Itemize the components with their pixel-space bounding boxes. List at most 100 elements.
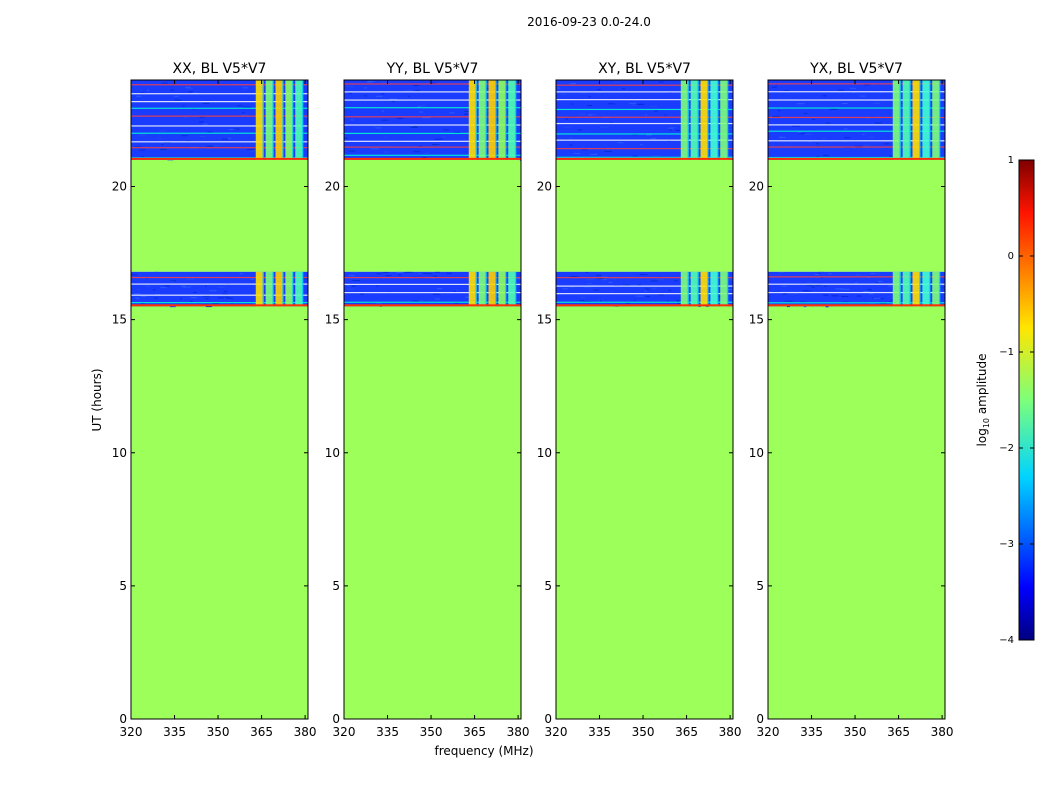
- noise-pixel: [650, 138, 657, 140]
- noise-pixel: [812, 119, 816, 121]
- noise-pixel: [487, 294, 490, 296]
- noise-pixel: [803, 275, 808, 277]
- x-tick-label: 320: [333, 725, 356, 739]
- rfi-edge: [292, 80, 294, 160]
- noise-pixel: [182, 105, 185, 107]
- noise-pixel: [364, 87, 367, 89]
- rfi-stripe: [556, 91, 733, 93]
- noise-pixel: [348, 275, 355, 277]
- colorbar-gradient: [1018, 159, 1035, 641]
- noise-pixel: [453, 290, 457, 292]
- noise-pixel: [366, 81, 372, 83]
- noise-pixel: [439, 143, 447, 145]
- region-flagged: [131, 306, 308, 719]
- noise-pixel: [237, 105, 243, 107]
- rfi-stripe: [556, 285, 733, 287]
- noise-pixel: [205, 306, 212, 308]
- rfi-stripe: [768, 291, 945, 294]
- rfi-block: [285, 80, 294, 160]
- flag-boundary: [556, 304, 733, 307]
- noise-pixel: [396, 271, 404, 273]
- x-tick-label: 365: [675, 725, 698, 739]
- rfi-block: [902, 271, 911, 307]
- noise-pixel: [485, 98, 490, 100]
- rfi-edge: [938, 271, 941, 307]
- colorbar-label: log10 amplitude: [975, 354, 991, 447]
- rfi-block: [468, 271, 477, 307]
- noise-pixel: [449, 112, 455, 114]
- noise-pixel: [825, 122, 831, 124]
- rfi-block: [275, 80, 284, 160]
- noise-pixel: [216, 290, 225, 292]
- noise-pixel: [233, 128, 240, 130]
- noise-pixel: [133, 293, 141, 295]
- noise-pixel: [428, 273, 433, 275]
- colorbar-tick-label: −3: [999, 539, 1014, 550]
- noise-pixel: [868, 293, 874, 295]
- noise-pixel: [569, 137, 573, 139]
- x-tick-label: 350: [420, 725, 443, 739]
- rfi-block: [255, 80, 264, 160]
- noise-pixel: [581, 149, 588, 151]
- noise-pixel: [622, 284, 631, 286]
- noise-pixel: [585, 271, 589, 273]
- noise-pixel: [844, 137, 851, 139]
- noise-pixel: [222, 138, 228, 140]
- noise-pixel: [422, 117, 431, 119]
- rfi-block: [488, 271, 497, 307]
- noise-pixel: [844, 282, 847, 284]
- rfi-edge: [495, 271, 497, 307]
- noise-pixel: [387, 303, 393, 305]
- y-tick-label: 20: [749, 180, 764, 194]
- rfi-block: [912, 80, 921, 160]
- noise-pixel: [455, 289, 459, 291]
- noise-pixel: [516, 101, 521, 103]
- noise-pixel: [938, 120, 944, 122]
- noise-pixel: [777, 126, 781, 128]
- noise-pixel: [626, 302, 631, 304]
- rfi-stripe: [768, 83, 945, 85]
- rfi-block: [255, 271, 264, 307]
- noise-pixel: [621, 88, 626, 90]
- noise-pixel: [147, 286, 151, 288]
- noise-pixel: [170, 89, 175, 91]
- noise-pixel: [806, 284, 814, 286]
- noise-pixel: [822, 95, 827, 97]
- noise-pixel: [599, 300, 602, 302]
- noise-pixel: [380, 81, 387, 83]
- noise-pixel: [832, 108, 839, 110]
- noise-pixel: [823, 294, 829, 296]
- noise-pixel: [172, 83, 176, 85]
- noise-pixel: [579, 300, 585, 302]
- noise-pixel: [515, 101, 521, 103]
- rfi-stripe: [131, 93, 308, 95]
- rfi-stripe: [344, 99, 521, 101]
- noise-pixel: [611, 290, 615, 292]
- noise-pixel: [424, 152, 430, 154]
- rfi-stripe: [131, 125, 308, 127]
- noise-pixel: [841, 295, 849, 297]
- rfi-block: [265, 271, 274, 307]
- x-tick-label: 320: [757, 725, 780, 739]
- rfi-block: [265, 80, 274, 160]
- rfi-edge: [282, 80, 284, 160]
- noise-pixel: [849, 295, 852, 297]
- panel-heatmap: [131, 80, 308, 719]
- x-tick-label: 335: [800, 725, 823, 739]
- noise-pixel: [918, 281, 925, 283]
- noise-pixel: [305, 117, 308, 119]
- panel-title: XX, BL V5*V7: [173, 61, 267, 77]
- noise-pixel: [193, 292, 198, 294]
- noise-pixel: [422, 273, 429, 275]
- noise-pixel: [231, 130, 237, 132]
- noise-pixel: [239, 273, 243, 275]
- noise-pixel: [888, 285, 892, 287]
- noise-pixel: [587, 105, 593, 107]
- noise-pixel: [662, 103, 669, 105]
- noise-pixel: [464, 296, 472, 298]
- rfi-block: [488, 80, 497, 160]
- rfi-stripe: [344, 83, 521, 85]
- x-tick-label: 365: [887, 725, 910, 739]
- noise-pixel: [207, 131, 213, 133]
- noise-pixel: [228, 129, 237, 131]
